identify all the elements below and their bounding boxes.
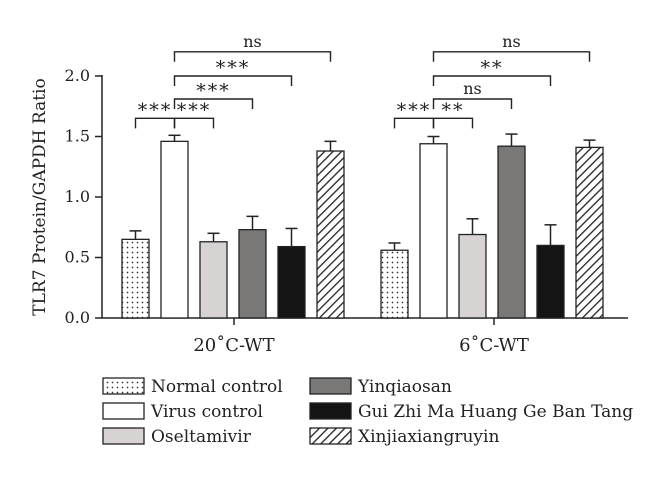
significance-bracket (173, 75, 293, 86)
legend-swatch (309, 427, 352, 445)
axes: 0.0 0.5 1.0 1.5 2.0 20˚C-WT 6˚C-WT (65, 66, 628, 356)
significance-label: ns (502, 32, 521, 51)
significance-label: *** (216, 57, 251, 79)
significance-label: *** (138, 99, 173, 121)
legend-label: Gui Zhi Ma Huang Ge Ban Tang (358, 402, 633, 422)
bars (121, 133, 604, 319)
legend-swatch (102, 427, 145, 445)
legend-swatch (309, 377, 352, 395)
legend-label: Normal control (151, 377, 283, 397)
legend-swatch (102, 402, 145, 420)
legend-label: Virus control (150, 402, 263, 422)
significance-bracket (432, 75, 552, 86)
bar (121, 238, 150, 319)
bar (277, 245, 306, 319)
significance-label: ns (463, 79, 482, 98)
legend-swatch (309, 402, 352, 420)
bar (316, 150, 345, 319)
significance-brackets: *** *********ns*** **ns**ns (134, 32, 591, 129)
significance-bracket (432, 117, 474, 129)
significance-label: *** (196, 80, 231, 102)
legend-label: Xinjiaxiangruyin (358, 427, 499, 447)
x-tick-label: 20˚C-WT (193, 334, 274, 356)
significance-bracket (432, 98, 513, 109)
bar (238, 229, 267, 319)
legend: Normal control Virus control Oseltamivir Yi… (102, 377, 633, 447)
y-tick-label: 2.0 (65, 66, 90, 85)
significance-label: ** (442, 99, 465, 121)
significance-label: ns (243, 32, 262, 51)
y-tick-label: 1.0 (65, 187, 90, 206)
y-tick-label: 1.5 (65, 127, 90, 146)
y-tick-label: 0.0 (65, 308, 90, 327)
y-axis-label: TLR7 Protein/GAPDH Ratio (30, 78, 50, 315)
bar (419, 143, 448, 319)
significance-label: *** (397, 99, 432, 121)
bar (458, 233, 487, 319)
legend-label: Oseltamivir (151, 427, 252, 447)
significance-label: *** (177, 99, 212, 121)
bar (199, 241, 228, 319)
significance-bracket (432, 51, 591, 62)
significance-bracket (173, 117, 215, 129)
bar (160, 140, 189, 319)
significance-bracket (173, 51, 332, 62)
bar (575, 146, 604, 319)
x-tick-label: 6˚C-WT (459, 334, 529, 356)
legend-swatch (102, 377, 145, 395)
y-tick-label: 0.5 (65, 248, 90, 267)
significance-bracket (173, 98, 254, 109)
bar (497, 145, 526, 319)
significance-label: ** (481, 57, 504, 79)
bar (536, 244, 565, 319)
bar (380, 249, 409, 319)
legend-label: Yinqiaosan (357, 377, 452, 397)
